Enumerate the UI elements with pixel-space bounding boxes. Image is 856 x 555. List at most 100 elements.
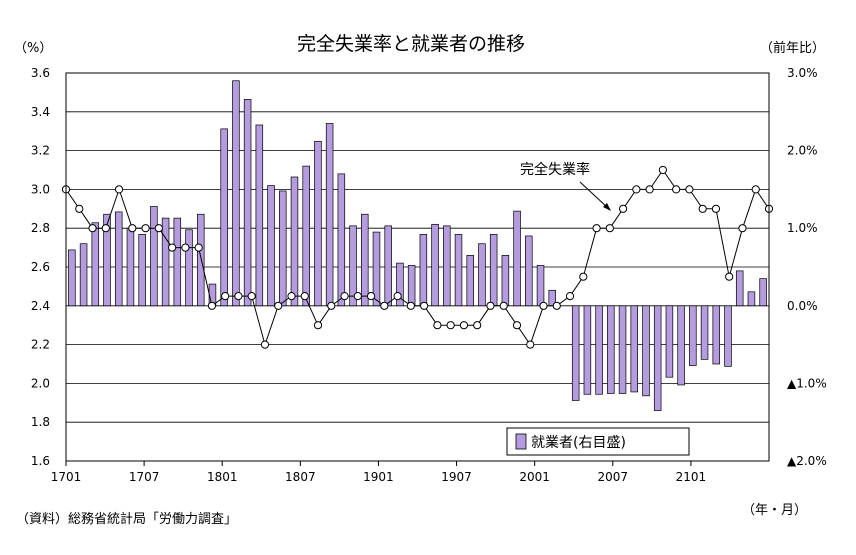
line-marker (274, 301, 283, 310)
line-marker (632, 185, 641, 194)
line-marker (128, 224, 137, 233)
bar (384, 225, 392, 307)
line-marker (88, 224, 97, 233)
line-marker (512, 321, 522, 330)
bar (466, 255, 474, 307)
x-tick-label: 1901 (363, 470, 394, 484)
x-tick-label: 1907 (441, 470, 472, 484)
chart-title: 完全失業率と就業者の推移 (297, 33, 525, 55)
bar (501, 255, 510, 307)
line-marker (473, 321, 482, 330)
bar (232, 80, 240, 307)
line-marker (499, 301, 508, 310)
bar (290, 176, 299, 307)
x-tick-label: 1801 (207, 470, 238, 484)
bar (138, 234, 146, 307)
bar (407, 265, 416, 307)
line-marker (101, 224, 110, 233)
legend-box (506, 427, 690, 456)
line-marker (725, 272, 734, 281)
unemployment-line (65, 169, 770, 347)
bar (79, 243, 88, 307)
left-tick-label: 2.8 (31, 221, 50, 235)
bar (747, 291, 756, 307)
right-tick-label: 2.0% (787, 144, 818, 158)
plot-frame (65, 72, 770, 462)
line-marker (181, 243, 190, 252)
legend-swatch (515, 433, 527, 450)
line-marker (433, 321, 442, 330)
line-marker (194, 243, 203, 252)
annotation-label: 完全失業率 (520, 161, 590, 178)
left-tick-label: 1.6 (31, 454, 50, 468)
bar (185, 229, 193, 307)
bar (255, 124, 264, 307)
line-marker (207, 301, 217, 310)
left-tick-label: 3.4 (31, 105, 50, 119)
x-tick-label: 1701 (51, 470, 82, 484)
x-tick-label: 2007 (598, 470, 629, 484)
line-marker (75, 204, 84, 213)
line-marker (486, 301, 495, 310)
bar (302, 165, 310, 307)
line-marker (420, 301, 429, 310)
line-marker (353, 292, 362, 301)
bar (454, 234, 463, 307)
line-marker (658, 165, 667, 175)
bar (431, 223, 439, 307)
line-marker (247, 292, 256, 301)
bar (724, 305, 732, 367)
bar (443, 225, 451, 307)
bar (583, 305, 592, 395)
line-marker (698, 204, 707, 213)
bar (595, 305, 603, 395)
line-marker (260, 340, 270, 349)
line-marker (114, 185, 124, 194)
bar (243, 99, 252, 307)
line-series (61, 165, 774, 349)
bar (419, 234, 428, 307)
line-marker (711, 204, 721, 213)
bar (571, 305, 580, 401)
left-tick-label: 2.2 (31, 338, 50, 352)
left-tick-label: 2.0 (31, 376, 50, 390)
x-tick-label: 1807 (285, 470, 316, 484)
bar (349, 225, 357, 307)
right-tick-label: ▲2.0% (787, 454, 827, 468)
bar (196, 213, 205, 307)
left-axis-unit: （%） (14, 41, 52, 56)
line-marker (300, 292, 309, 301)
line-marker (539, 301, 548, 310)
bar (325, 123, 334, 307)
left-tick-label: 3.2 (31, 144, 50, 158)
line-marker (221, 292, 230, 301)
line-marker (340, 292, 349, 301)
x-tick-label: 2101 (676, 470, 707, 484)
left-tick-label: 1.8 (31, 415, 50, 429)
left-tick-label: 2.6 (31, 260, 50, 274)
right-tick-label: 3.0% (787, 66, 818, 80)
bar (68, 249, 76, 307)
right-axis-ticks: ▲2.0% ▲1.0% 0.0% 1.0% 2.0% 3.0% (787, 66, 827, 468)
bar (361, 213, 369, 307)
bar (279, 190, 287, 307)
line-marker (287, 292, 296, 301)
bar (489, 234, 498, 307)
line-marker (552, 301, 561, 310)
line-marker (605, 224, 614, 233)
source-note: （資料）総務省統計局「労働力調査」 (16, 511, 237, 527)
line-marker (380, 301, 389, 310)
line-marker (751, 185, 760, 194)
legend-label: 就業者(右目盛) (531, 435, 626, 451)
left-tick-label: 3.0 (31, 182, 50, 196)
line-marker (459, 321, 469, 330)
right-axis-unit: （前年比） (760, 40, 825, 56)
line-marker (313, 321, 323, 330)
bar (618, 305, 627, 394)
bar (267, 185, 275, 307)
grid-lines (66, 111, 769, 423)
line-marker (526, 340, 535, 349)
right-tick-label: 0.0% (787, 299, 818, 313)
bar (173, 217, 182, 307)
